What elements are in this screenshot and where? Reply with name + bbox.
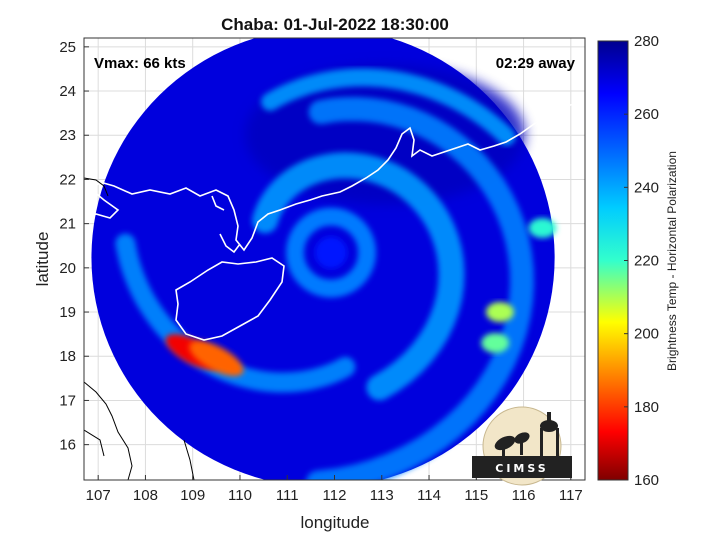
- x-tick-labels: 107 108 109 110 111 112 113 114 115 116 117: [86, 475, 583, 504]
- x-tick-label: 116: [512, 487, 536, 504]
- time-away-annotation: 02:29 away: [496, 55, 576, 72]
- colorbar-label: Brightness Temp - Horizontal Polarizatio…: [665, 151, 679, 371]
- x-tick-label: 113: [370, 487, 394, 504]
- warm-spot: [485, 302, 514, 323]
- spiral-band-northeast: [261, 68, 516, 146]
- y-tick-label: 17: [59, 392, 76, 409]
- y-tick-label: 21: [59, 216, 76, 233]
- x-tick-label: 117: [559, 487, 583, 504]
- y-tick-label: 19: [59, 304, 76, 321]
- vmax-annotation: Vmax: 66 kts: [94, 55, 186, 72]
- colorbar-tick-label: 220: [634, 253, 659, 270]
- x-tick-label: 111: [276, 487, 299, 504]
- coastlines: [84, 99, 585, 341]
- spiral-band-outer: [306, 96, 535, 480]
- cimss-logo: CIMSS: [472, 406, 572, 486]
- colorbar-ticks: 160 180 200 220 240 260 280: [624, 33, 659, 489]
- colorbar-tick-label: 180: [634, 399, 659, 416]
- x-tick-label: 109: [180, 487, 205, 504]
- y-tick-label: 20: [59, 260, 76, 277]
- y-tick-label: 22: [59, 171, 76, 188]
- x-tick-label: 114: [417, 487, 441, 504]
- chart-title: Chaba: 01-Jul-2022 18:30:00: [221, 15, 449, 34]
- eye-ring: [286, 207, 377, 298]
- x-tick-label: 112: [323, 487, 347, 504]
- warm-spot: [481, 332, 510, 353]
- y-tick-labels: 16 17 18 19 20 21 22 23 24 25: [59, 39, 89, 454]
- x-tick-label: 108: [133, 487, 158, 504]
- y-tick-label: 16: [59, 437, 76, 454]
- y-tick-label: 23: [59, 127, 76, 144]
- hot-spot: [189, 340, 244, 377]
- y-tick-label: 18: [59, 348, 76, 365]
- y-tick-label: 25: [59, 39, 76, 56]
- x-axis-label: longitude: [300, 513, 369, 532]
- x-tick-label: 110: [228, 487, 252, 504]
- colorbar-tick-label: 280: [634, 33, 659, 50]
- colorbar-tick-label: 200: [634, 326, 659, 343]
- eye: [315, 236, 348, 269]
- vietnam-coast: [84, 177, 195, 480]
- x-tick-label: 115: [464, 487, 488, 504]
- colorbar-tick-label: 240: [634, 179, 659, 196]
- brightness-temp-swath: [91, 38, 557, 480]
- colorbar: [597, 40, 629, 481]
- colorbar-tick-label: 160: [634, 472, 659, 489]
- warm-spot: [528, 218, 557, 239]
- y-axis-label: latitude: [33, 232, 52, 287]
- colorbar-tick-label: 260: [634, 106, 659, 123]
- x-tick-label: 107: [86, 487, 111, 504]
- y-tick-label: 24: [59, 83, 76, 100]
- dish-icon: [494, 432, 530, 456]
- logo-text: CIMSS: [495, 462, 548, 475]
- spiral-band-inner: [252, 152, 465, 401]
- tower-icon: [540, 412, 559, 458]
